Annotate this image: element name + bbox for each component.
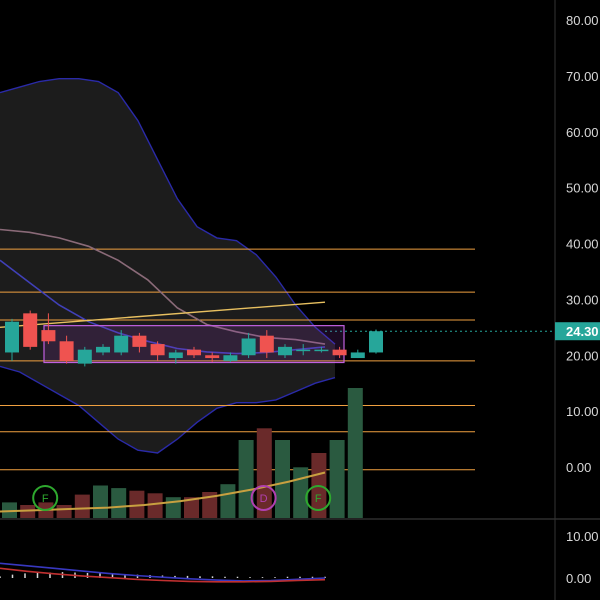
indicator-line-2 <box>0 567 326 583</box>
candle-body <box>332 349 347 356</box>
candle-body <box>59 341 74 361</box>
volume-bar <box>56 505 72 518</box>
event-marker-circle <box>305 485 332 511</box>
band-lower-line <box>0 365 336 454</box>
indicator-pane <box>0 518 600 583</box>
candle-body <box>314 349 329 352</box>
candle-body <box>41 330 56 342</box>
candle-body <box>150 344 165 356</box>
volume-bar <box>256 428 272 518</box>
volume-bar <box>129 490 145 518</box>
volume-bar <box>93 485 108 518</box>
volume-ma-line <box>0 471 326 513</box>
volume-bar <box>347 388 363 518</box>
volume-bar <box>238 440 254 518</box>
event-marker-circle <box>250 485 277 511</box>
candle-body <box>259 335 274 353</box>
candle-body <box>114 335 129 353</box>
candle-body <box>278 346 292 356</box>
candle-body <box>132 335 147 347</box>
price-tick-label: 40.00 <box>566 237 599 252</box>
volume-pane <box>0 388 363 518</box>
volume-bar <box>293 467 309 518</box>
volume-bar <box>184 497 199 518</box>
event-marker-label: F <box>42 493 49 505</box>
candles <box>5 310 383 367</box>
candle-body <box>223 355 238 361</box>
price-tick-label: 30.00 <box>566 292 599 307</box>
price-tick-label: 50.00 <box>566 181 599 196</box>
volume-bar <box>202 492 218 518</box>
price-tick-label: 80.00 <box>566 13 599 28</box>
last-price-label: 24.30 <box>566 324 599 339</box>
price-axis[interactable]: 80.00 70.00 60.00 50.00 40.00 30.00 20.00 10.00… <box>554 0 600 600</box>
price-tick-label: 70.00 <box>566 69 599 84</box>
candle-body <box>369 331 383 353</box>
horizontal-levels <box>0 248 475 471</box>
candle-body <box>241 338 256 356</box>
price-tick-label: 20.00 <box>566 348 599 363</box>
event-marker-label: D <box>260 493 268 505</box>
indicator-tick-label: 10.00 <box>566 529 599 544</box>
volume-bar <box>220 484 236 518</box>
candle-body <box>23 313 38 347</box>
indicator-tick-label: 0.00 <box>566 571 591 586</box>
band-upper-line <box>0 78 336 345</box>
volume-bar <box>111 488 127 518</box>
price-tick-label: 0.00 <box>566 460 591 475</box>
price-tick-label: 10.00 <box>566 404 599 419</box>
event-marker-circle <box>32 485 59 511</box>
volume-bar <box>275 440 290 518</box>
candle-body <box>296 349 311 352</box>
candle-body <box>168 352 183 359</box>
candle-body <box>5 321 19 353</box>
last-price-tag <box>555 322 600 341</box>
candle-body <box>96 346 110 353</box>
volume-bar <box>329 440 345 518</box>
volume-bar <box>74 494 90 518</box>
candle-body <box>187 349 201 356</box>
candle-body <box>350 352 365 359</box>
event-marker-label: F <box>315 493 322 505</box>
volume-bar <box>147 493 163 518</box>
indicator-line-1 <box>0 562 326 582</box>
candle-body <box>77 349 92 364</box>
candle-body <box>205 355 220 359</box>
price-tick-label: 60.00 <box>566 125 599 140</box>
trend-line <box>0 301 326 329</box>
